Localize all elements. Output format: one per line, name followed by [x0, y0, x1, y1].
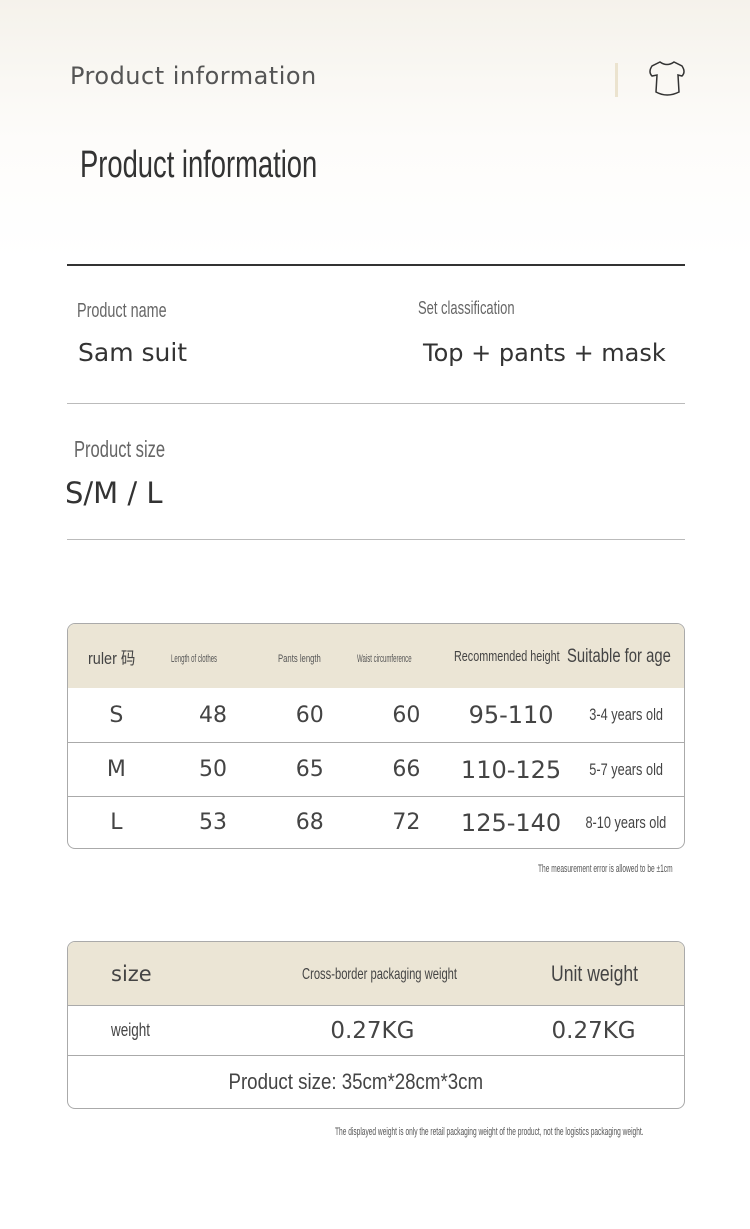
weight-note: The displayed weight is only the retail …: [335, 1126, 644, 1138]
shirt-icon: [646, 58, 688, 104]
cell: 72: [392, 810, 421, 835]
cell: 66: [392, 757, 421, 782]
cell: 53: [199, 810, 228, 835]
cell: 125-140: [460, 808, 562, 837]
column-header: Suitable for age: [566, 645, 671, 667]
divider: [67, 264, 685, 266]
product-name-value: Sam suit: [78, 338, 188, 367]
column-header: Unit weight: [551, 960, 639, 986]
cell: L: [110, 810, 123, 835]
divider: [67, 403, 685, 404]
header-title: Product information: [70, 62, 317, 90]
column-header: size: [111, 961, 152, 986]
cell: 110-125: [460, 755, 562, 784]
size-table: ruler 码 Length of clothes Pants length W…: [67, 623, 685, 849]
product-name-label: Product name: [77, 300, 167, 322]
column-header: ruler 码: [88, 648, 136, 668]
cell: 48: [199, 702, 228, 728]
cell: 65: [295, 757, 324, 782]
table-row: weight 0.27KG 0.27KG: [68, 1005, 684, 1055]
cell: 68: [295, 810, 324, 835]
cell: 3-4 years old: [588, 705, 663, 724]
set-classification-value: Top + pants + mask: [423, 339, 666, 367]
table-header: ruler 码 Length of clothes Pants length W…: [68, 624, 684, 688]
table-row: S 48 60 60 95-110 3-4 years old: [68, 688, 684, 742]
cell: 8-10 years old: [585, 812, 667, 832]
cell: 60: [392, 702, 421, 728]
row-label: weight: [111, 1020, 151, 1040]
column-header: Waist circumference: [356, 652, 412, 665]
column-header: Length of clothes: [170, 652, 217, 665]
table-header: size Cross-border packaging weight Unit …: [68, 942, 684, 1005]
header-divider: [615, 63, 618, 97]
section-title: Product information: [80, 144, 318, 186]
divider: [67, 539, 685, 540]
cell: 0.27KG: [551, 1017, 636, 1044]
measurement-note: The measurement error is allowed to be ±…: [538, 863, 673, 875]
set-classification-label: Set classification: [418, 298, 515, 318]
weight-table: size Cross-border packaging weight Unit …: [67, 941, 685, 1109]
column-header: Cross-border packaging weight: [302, 965, 458, 983]
table-row: L 53 68 72 125-140 8-10 years old: [68, 796, 684, 848]
column-header: Recommended height: [453, 648, 560, 665]
column-header: Pants length: [278, 652, 322, 665]
cell: M: [106, 757, 126, 782]
product-size-row: Product size: 35cm*28cm*3cm: [68, 1055, 684, 1108]
table-row: M 50 65 66 110-125 5-7 years old: [68, 742, 684, 796]
cell: S: [109, 702, 124, 728]
cell: 0.27KG: [330, 1017, 415, 1044]
cell: 60: [295, 702, 324, 728]
product-size-label: Product size: [74, 436, 166, 462]
cell: 5-7 years old: [588, 759, 663, 779]
cell: 50: [199, 757, 228, 782]
cell: 95-110: [468, 701, 554, 729]
product-size-value: S/M / L: [65, 476, 163, 510]
